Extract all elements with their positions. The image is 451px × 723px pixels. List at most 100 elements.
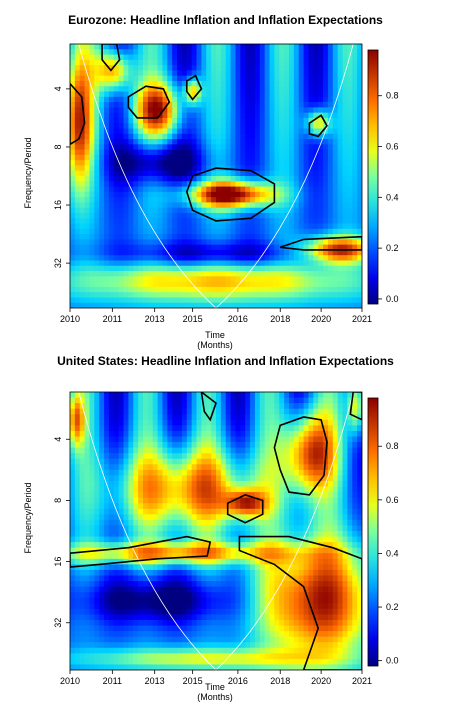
heatmap-cell <box>172 80 178 87</box>
heatmap-cell <box>147 658 154 666</box>
heatmap-cell <box>225 464 232 471</box>
heatmap-cell <box>99 128 105 135</box>
heatmap-cell <box>162 202 168 209</box>
heatmap-cell <box>147 133 154 140</box>
heatmap-cell <box>279 276 285 283</box>
heatmap-cell <box>211 608 217 615</box>
chart-title: Eurozone: Headline Inflation and Inflati… <box>68 13 383 27</box>
heatmap-cell <box>177 165 183 172</box>
heatmap-cell <box>152 54 159 61</box>
heatmap-cell <box>186 492 193 499</box>
heatmap-cell <box>79 281 86 288</box>
heatmap-cell <box>113 430 120 438</box>
heatmap-cell <box>167 160 173 167</box>
heatmap-cell <box>128 170 134 177</box>
heatmap-cell <box>332 160 339 167</box>
heatmap-cell <box>186 592 193 599</box>
heatmap-cell <box>259 139 266 145</box>
heatmap-cell <box>172 525 178 532</box>
heatmap-cell <box>342 244 348 251</box>
heatmap-cell <box>186 408 193 415</box>
heatmap-cell <box>118 664 125 670</box>
heatmap-cell <box>84 631 91 638</box>
heatmap-cell <box>289 255 295 262</box>
heatmap-cell <box>128 228 134 235</box>
heatmap-cell <box>191 403 198 410</box>
heatmap-cell <box>147 107 154 114</box>
heatmap-cell <box>186 70 193 77</box>
heatmap-cell <box>167 631 173 638</box>
heatmap-cell <box>279 160 285 167</box>
heatmap-cell <box>99 442 105 449</box>
heatmap-cell <box>147 497 154 504</box>
heatmap-cell <box>143 558 149 565</box>
heatmap-cell <box>186 508 193 515</box>
heatmap-cell <box>332 128 339 135</box>
heatmap-cell <box>289 302 295 308</box>
heatmap-cell <box>89 403 95 410</box>
heatmap-cell <box>279 286 285 293</box>
heatmap-cell <box>264 302 271 308</box>
heatmap-cell <box>89 123 95 130</box>
heatmap-cell <box>108 647 115 654</box>
heatmap-cell <box>147 469 154 476</box>
heatmap-cell <box>113 218 120 225</box>
heatmap-cell <box>250 614 256 621</box>
heatmap-cell <box>274 265 280 272</box>
heatmap-cell <box>206 597 212 604</box>
heatmap-cell <box>225 139 232 145</box>
heatmap-cell <box>327 271 334 277</box>
heatmap-cell <box>191 514 198 521</box>
heatmap-cell <box>303 255 310 262</box>
heatmap-cell <box>308 165 314 172</box>
heatmap-cell <box>123 44 129 50</box>
heatmap-cell <box>167 531 173 538</box>
heatmap-cell <box>177 218 183 225</box>
heatmap-cell <box>128 636 134 643</box>
heatmap-cell <box>104 54 110 61</box>
heatmap-cell <box>74 408 81 415</box>
heatmap-cell <box>79 249 86 256</box>
heatmap-cell <box>104 117 110 124</box>
heatmap-cell <box>172 614 178 621</box>
heatmap-cell <box>162 107 168 114</box>
heatmap-cell <box>206 292 212 299</box>
heatmap-cell <box>352 176 358 182</box>
heatmap-cell <box>70 469 76 476</box>
heatmap-cell <box>143 581 149 588</box>
heatmap-cell <box>308 176 314 182</box>
heatmap-cell <box>230 186 237 193</box>
heatmap-cell <box>177 75 183 82</box>
heatmap-cell <box>279 91 285 98</box>
heatmap-cell <box>196 508 202 515</box>
heatmap-cell <box>79 223 86 230</box>
heatmap-cell <box>113 397 120 404</box>
heatmap-cell <box>191 536 198 543</box>
heatmap-cell <box>279 297 285 304</box>
heatmap-cell <box>211 181 217 188</box>
heatmap-cell <box>216 453 222 460</box>
heatmap-cell <box>318 249 324 256</box>
heatmap-cell <box>293 102 300 108</box>
heatmap-cell <box>220 65 227 71</box>
heatmap-cell <box>84 91 91 98</box>
heatmap-cell <box>323 234 329 240</box>
heatmap-cell <box>99 553 105 560</box>
heatmap-cell <box>133 117 139 124</box>
heatmap-cell <box>201 260 207 267</box>
heatmap-cell <box>181 234 188 240</box>
heatmap-cell <box>245 123 251 130</box>
heatmap-cell <box>89 54 95 61</box>
heatmap-cell <box>138 286 144 293</box>
heatmap-cell <box>79 503 86 510</box>
heatmap-cell <box>104 149 110 156</box>
heatmap-cell <box>293 276 300 283</box>
heatmap-cell <box>172 207 178 214</box>
heatmap-cell <box>147 139 154 145</box>
heatmap-cell <box>196 519 202 527</box>
heatmap-cell <box>250 631 256 638</box>
heatmap-cell <box>206 186 212 193</box>
heatmap-cell <box>240 165 246 172</box>
heatmap-cell <box>133 514 139 521</box>
heatmap-cell <box>118 508 125 515</box>
